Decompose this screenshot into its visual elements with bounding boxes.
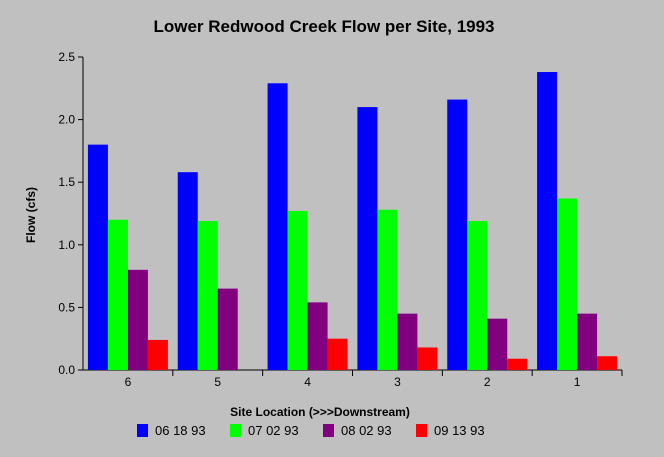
- bar: [307, 302, 328, 370]
- legend-swatch: [323, 424, 334, 437]
- x-tick-label: 6: [125, 375, 132, 389]
- bar: [397, 313, 418, 370]
- bar: [577, 313, 598, 370]
- legend-swatch: [416, 424, 427, 437]
- y-axis-label: Flow (cfs): [24, 187, 38, 243]
- legend-label: 08 02 93: [341, 423, 392, 438]
- bar: [87, 144, 108, 370]
- y-tick-label: 0.5: [58, 300, 75, 314]
- x-tick-label: 4: [304, 375, 311, 389]
- bar: [177, 172, 198, 370]
- bar: [487, 318, 508, 370]
- bar: [467, 221, 488, 370]
- bar: [287, 210, 308, 370]
- bar: [597, 356, 618, 370]
- x-tick-label: 3: [394, 375, 401, 389]
- bar: [217, 288, 238, 370]
- x-axis-label: Site Location (>>>Downstream): [230, 405, 410, 419]
- bar: [377, 209, 398, 370]
- legend: 06 18 93 07 02 93 08 02 93 09 13 93: [137, 423, 485, 438]
- bar: [267, 83, 288, 371]
- bar: [327, 338, 348, 370]
- legend-label: 07 02 93: [248, 423, 299, 438]
- y-tick-label: 1.0: [58, 238, 75, 252]
- bar: [107, 219, 128, 370]
- x-tick-label: 2: [484, 375, 491, 389]
- bar: [357, 107, 378, 370]
- bar: [127, 269, 148, 370]
- chart-title: Lower Redwood Creek Flow per Site, 1993: [153, 17, 494, 36]
- legend-swatch: [230, 424, 241, 437]
- bar: [447, 99, 468, 371]
- axes-group: 0.0 0.5 1.0 1.5 2.0 2.5 6 5 4 3 2 1: [58, 50, 623, 389]
- bar: [197, 221, 218, 370]
- y-tick-label: 0.0: [58, 363, 75, 377]
- bar: [537, 72, 558, 371]
- bar: [557, 198, 578, 370]
- legend-swatch: [137, 424, 148, 437]
- legend-label: 06 18 93: [155, 423, 206, 438]
- x-tick-label: 1: [574, 375, 581, 389]
- bar: [147, 339, 168, 370]
- y-tick-label: 2.5: [58, 50, 75, 64]
- bar: [507, 358, 528, 370]
- x-tick-label: 5: [214, 375, 221, 389]
- bar: [417, 347, 438, 370]
- legend-label: 09 13 93: [434, 423, 485, 438]
- y-tick-label: 2.0: [58, 113, 75, 127]
- y-tick-label: 1.5: [58, 175, 75, 189]
- bars-group: [87, 72, 618, 371]
